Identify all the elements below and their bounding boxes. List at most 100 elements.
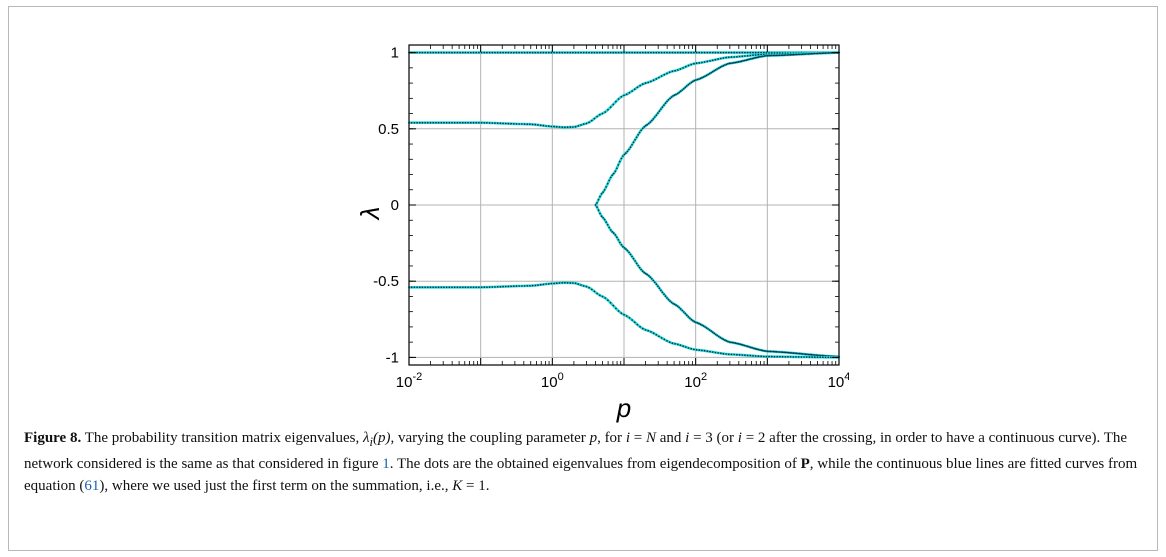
- series-dot-1: [483, 122, 486, 124]
- series-dot-4: [765, 355, 768, 358]
- series-dot-4: [805, 356, 808, 358]
- series-dot-3: [762, 349, 764, 352]
- series-dot-1: [572, 126, 574, 128]
- series-dot-4: [429, 286, 432, 289]
- figure-ref-link[interactable]: 1: [382, 456, 390, 472]
- series-dot-1: [674, 69, 676, 72]
- series-dot-1: [650, 80, 652, 83]
- series-dot-0: [448, 51, 451, 54]
- series-dot-2: [673, 94, 676, 96]
- series-dot-2: [714, 69, 717, 71]
- series-dot-3: [777, 351, 779, 353]
- series-dot-3: [673, 303, 676, 306]
- series-dot-3: [778, 351, 781, 353]
- series-dot-2: [619, 160, 621, 163]
- x-tick-label: 10-2: [396, 371, 422, 391]
- series-dot-1: [642, 83, 644, 85]
- series-dot-4: [679, 344, 682, 347]
- series-dot-2: [644, 124, 647, 127]
- series-dot-0: [472, 51, 475, 54]
- series-dot-2: [713, 70, 715, 72]
- series-dot-1: [596, 115, 598, 118]
- series-dot-3: [734, 342, 737, 344]
- series-dot-2: [737, 61, 740, 63]
- series-dot-0: [736, 51, 738, 54]
- series-dot-2: [635, 136, 638, 139]
- series-dot-3: [716, 334, 718, 337]
- series-dot-4: [523, 285, 526, 287]
- series-dot-4: [674, 343, 676, 345]
- series-dot-4: [494, 286, 496, 288]
- series-dot-2: [672, 95, 674, 97]
- series-dot-3: [731, 341, 734, 344]
- series-dot-3: [792, 352, 795, 354]
- series-dot-1: [456, 121, 459, 124]
- series-dot-3: [609, 229, 612, 231]
- series-dot-2: [788, 54, 790, 56]
- series-dot-2: [734, 61, 737, 64]
- series-dot-0: [666, 51, 668, 54]
- series-dot-1: [480, 121, 483, 124]
- series-dot-1: [451, 121, 453, 124]
- series-dot-4: [480, 286, 483, 289]
- series-dot-0: [722, 51, 725, 54]
- series-dot-1: [545, 125, 547, 127]
- series-dot-4: [419, 286, 421, 289]
- series-dot-3: [800, 352, 802, 355]
- caption-lambda-arg: (p): [372, 430, 391, 446]
- equation-ref-link[interactable]: 61: [84, 478, 100, 494]
- series-dot-1: [617, 98, 620, 100]
- series-dot-0: [623, 51, 625, 54]
- series-dot-3: [637, 264, 639, 267]
- series-dot-2: [632, 141, 635, 144]
- series-dot-2: [597, 199, 600, 201]
- series-dot-3: [594, 204, 597, 206]
- series-dot-0: [730, 51, 733, 54]
- series-dot-4: [693, 348, 695, 351]
- series-dot-1: [435, 121, 437, 124]
- series-dot-2: [813, 52, 816, 55]
- series-dot-2: [718, 67, 720, 69]
- x-axis-label: p: [616, 393, 631, 423]
- series-dot-1: [752, 54, 754, 56]
- series-dot-0: [537, 51, 539, 54]
- series-dot-0: [728, 51, 730, 54]
- series-dot-2: [751, 57, 753, 60]
- series-dot-3: [616, 236, 618, 238]
- series-dot-3: [753, 347, 755, 350]
- series-dot-3: [625, 248, 627, 250]
- series-dot-3: [714, 333, 717, 336]
- caption-p: p: [589, 430, 598, 446]
- series-dot-4: [738, 354, 741, 356]
- series-dot-3: [788, 351, 790, 354]
- series-dot-2: [666, 100, 668, 103]
- series-dot-3: [797, 352, 799, 355]
- series-dot-4: [687, 347, 690, 349]
- series-dot-4: [784, 356, 787, 358]
- series-dot-1: [518, 123, 520, 125]
- series-dot-1: [609, 106, 612, 108]
- series-dot-3: [730, 341, 732, 344]
- series-dot-4: [752, 355, 754, 357]
- series-dot-1: [507, 122, 510, 125]
- series-dot-0: [677, 51, 679, 54]
- series-dot-4: [443, 286, 445, 289]
- series-dot-4: [421, 286, 424, 289]
- series-dot-2: [746, 58, 749, 61]
- grid: [408, 45, 840, 365]
- series-dot-4: [505, 285, 507, 288]
- series-dot-2: [623, 153, 626, 156]
- series-dot-1: [636, 86, 639, 89]
- series-dot-2: [629, 146, 632, 148]
- series-dot-3: [693, 320, 696, 323]
- series-dot-0: [687, 51, 690, 54]
- series-dot-0: [671, 51, 674, 54]
- series-dot-2: [798, 53, 801, 56]
- series-dot-1: [612, 103, 615, 106]
- series-dot-0: [588, 51, 590, 54]
- series-dot-3: [676, 305, 679, 308]
- series-dot-0: [488, 51, 491, 54]
- series-dot-0: [475, 51, 477, 54]
- series-dot-1: [553, 125, 555, 128]
- series-dot-0: [440, 51, 443, 54]
